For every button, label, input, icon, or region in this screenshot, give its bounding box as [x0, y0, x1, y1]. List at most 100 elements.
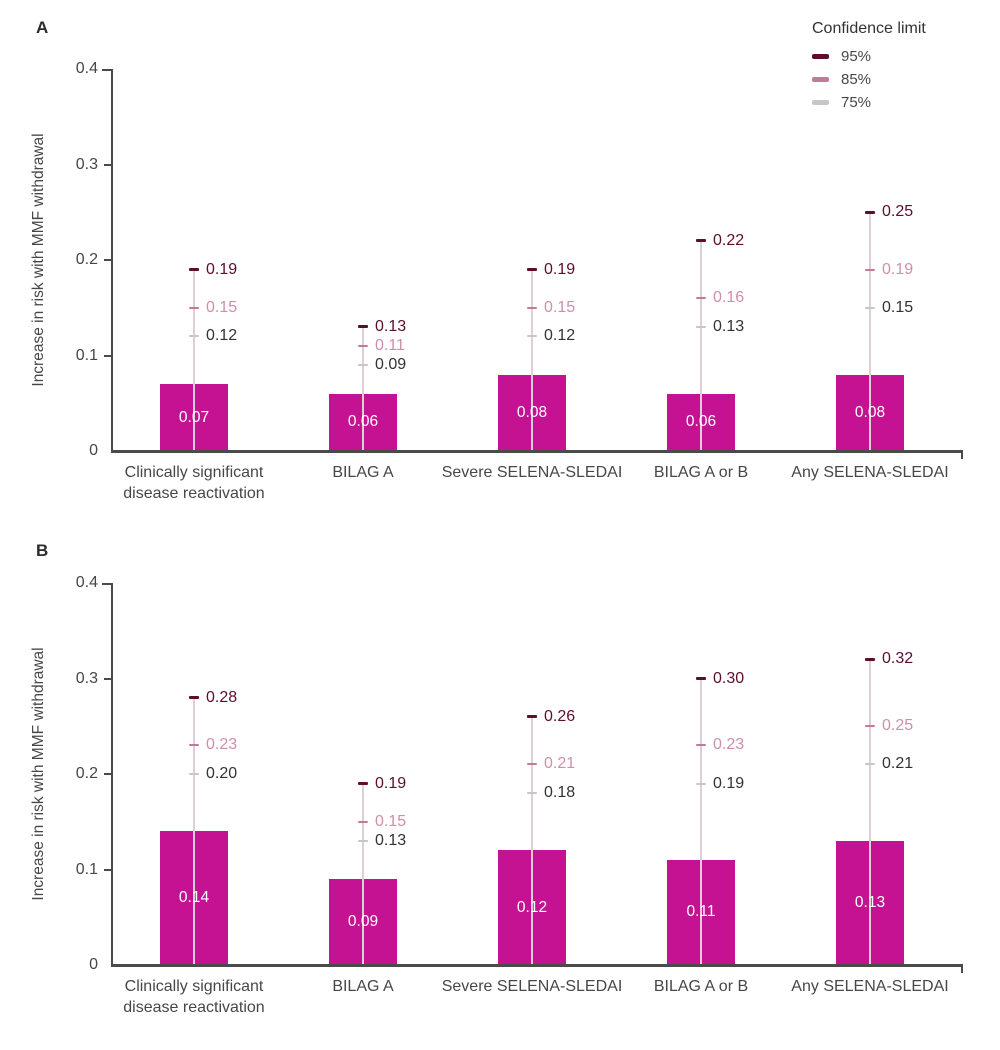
- limit-85-label-b-3: 0.21: [544, 755, 576, 773]
- legend-swatch-75%: [812, 100, 829, 105]
- limit-95-label-b-3: 0.26: [544, 707, 576, 725]
- limit-85-dash-a-1: [189, 306, 199, 309]
- x-category-label-a-3: Severe SELENA-SLEDAI: [441, 464, 623, 481]
- limit-95-dash-a-1: [189, 268, 199, 272]
- limit-85-label-b-4: 0.23: [713, 736, 745, 754]
- x-category-label-a-4: BILAG A or B: [653, 464, 749, 481]
- confidence-line-b-5: [869, 659, 871, 965]
- y-tick-a: [104, 259, 111, 261]
- limit-95-label-a-3: 0.19: [544, 260, 576, 278]
- bar-value-label-b-1: 0.14: [178, 889, 210, 907]
- limit-95-dash-a-2: [358, 325, 368, 329]
- bar-value-label-a-2: 0.06: [347, 413, 379, 431]
- legend: Confidence limit 95% 85% 75%: [812, 20, 926, 114]
- y-tick-label-b: 0.3: [75, 669, 98, 687]
- y-tick-label-b: 0: [89, 956, 98, 973]
- limit-75-label-b-4: 0.19: [713, 774, 745, 792]
- limit-95-label-b-1: 0.28: [206, 688, 238, 706]
- confidence-line-a-3: [531, 269, 533, 451]
- panel-label-a: A: [36, 18, 49, 37]
- legend-item-label: 85%: [841, 71, 872, 88]
- y-tick-a: [104, 354, 111, 357]
- limit-85-dash-a-2: [358, 344, 368, 347]
- legend-swatch-95%: [812, 54, 829, 59]
- limit-85-dash-b-2: [358, 820, 368, 823]
- limit-75-dash-a-1: [189, 335, 199, 338]
- limit-75-dash-b-2: [358, 839, 368, 842]
- bar-value-label-b-3: 0.12: [516, 898, 548, 916]
- y-tick-label-a: 0.2: [75, 251, 98, 268]
- confidence-line-b-3: [531, 716, 533, 965]
- y-tick-b: [104, 677, 111, 680]
- limit-95-dash-b-1: [189, 696, 199, 700]
- limit-95-label-b-5: 0.32: [882, 650, 914, 668]
- y-axis-top-cap-b: [102, 583, 113, 585]
- limit-85-dash-b-3: [527, 763, 537, 766]
- y-tick-label-a: 0.4: [75, 60, 98, 77]
- limit-95-dash-a-4: [696, 239, 706, 243]
- bar-value-label-b-4: 0.11: [686, 903, 716, 921]
- limit-75-dash-b-5: [865, 763, 875, 766]
- x-category-label-a-2: BILAG A: [332, 464, 394, 481]
- confidence-line-a-4: [700, 240, 702, 451]
- limit-75-label-a-1: 0.12: [206, 327, 238, 345]
- y-tick-a: [104, 163, 111, 166]
- legend-swatch-85%: [812, 77, 829, 82]
- limit-95-label-a-2: 0.13: [375, 317, 407, 335]
- limit-75-dash-a-4: [696, 325, 706, 328]
- limit-75-label-a-5: 0.15: [882, 298, 914, 316]
- limit-95-label-b-2: 0.19: [375, 774, 407, 792]
- limit-75-dash-b-4: [696, 782, 706, 785]
- panel-label-b: B: [36, 541, 49, 560]
- bar-value-label-a-5: 0.08: [854, 403, 886, 421]
- bar-value-label-b-2: 0.09: [347, 913, 379, 931]
- limit-85-dash-a-3: [527, 306, 537, 309]
- limit-75-dash-a-3: [527, 335, 537, 338]
- limit-95-label-a-1: 0.19: [206, 260, 238, 278]
- limit-75-label-b-5: 0.21: [882, 755, 914, 773]
- limit-75-label-b-2: 0.13: [375, 831, 407, 849]
- limit-95-dash-b-2: [358, 782, 368, 786]
- bar-value-label-a-4: 0.06: [685, 413, 717, 431]
- limit-75-dash-b-1: [189, 773, 199, 775]
- x-category-label-a-1: Clinically significant disease reactivat…: [123, 464, 265, 502]
- limit-95-label-a-5: 0.25: [882, 203, 914, 221]
- limit-85-label-a-4: 0.16: [713, 289, 745, 307]
- y-tick-b: [104, 773, 111, 775]
- x-category-label-b-1: Clinically significant disease reactivat…: [123, 978, 265, 1016]
- limit-95-dash-a-3: [527, 268, 537, 272]
- x-category-label-a-5: Any SELENA-SLEDAI: [791, 464, 949, 481]
- x-axis-a: [111, 450, 963, 453]
- bar-value-label-a-1: 0.07: [178, 408, 210, 426]
- confidence-line-b-2: [362, 783, 364, 965]
- legend-item-85%: 85%: [812, 68, 926, 91]
- bar-value-label-a-3: 0.08: [516, 403, 548, 421]
- limit-85-dash-a-5: [865, 268, 875, 271]
- y-tick-label-b: 0.4: [75, 574, 98, 591]
- limit-75-label-a-2: 0.09: [375, 356, 407, 374]
- x-category-label-b-2: BILAG A: [332, 978, 394, 995]
- y-tick-label-a: 0.3: [75, 155, 98, 173]
- x-axis-end-cap-b: [961, 964, 963, 973]
- limit-75-label-b-1: 0.20: [206, 765, 238, 782]
- legend-items: 95% 85% 75%: [812, 45, 926, 114]
- limit-85-dash-b-1: [189, 744, 199, 747]
- y-axis-b: [111, 583, 113, 965]
- limit-95-dash-b-5: [865, 657, 875, 661]
- limit-75-label-a-3: 0.12: [544, 327, 576, 345]
- limit-85-label-b-1: 0.23: [206, 736, 238, 754]
- x-category-label-b-5: Any SELENA-SLEDAI: [791, 978, 949, 995]
- confidence-line-b-1: [193, 697, 195, 965]
- limit-75-label-a-4: 0.13: [713, 317, 745, 335]
- y-axis-top-cap-a: [102, 69, 113, 71]
- limit-85-label-b-2: 0.15: [375, 812, 407, 830]
- limit-85-dash-b-4: [696, 744, 706, 747]
- confidence-line-a-5: [869, 212, 871, 451]
- legend-item-label: 95%: [841, 48, 872, 65]
- limit-85-label-b-5: 0.25: [882, 717, 914, 735]
- y-tick-b: [104, 868, 111, 871]
- legend-item-label: 75%: [841, 94, 872, 111]
- y-axis-title-b: Increase in risk with MMF withdrawal: [30, 647, 47, 901]
- confidence-line-a-1: [193, 269, 195, 451]
